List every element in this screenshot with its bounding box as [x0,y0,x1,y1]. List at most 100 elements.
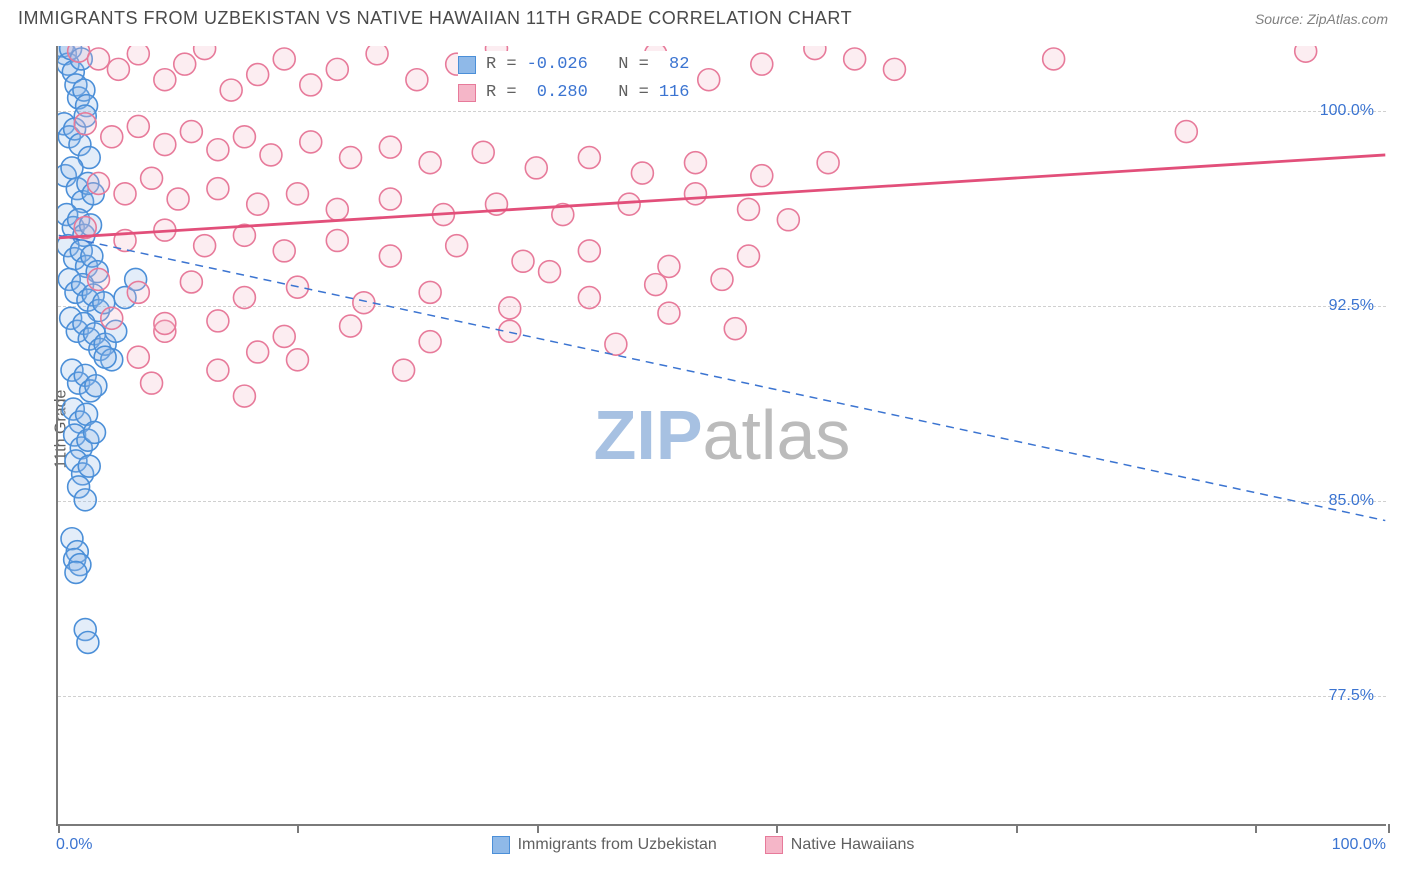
scatter-point [379,245,401,267]
scatter-point [127,115,149,137]
bottom-legend-label-2: Native Hawaiians [791,836,915,854]
scatter-point [379,136,401,158]
scatter-point [273,325,295,347]
scatter-point [512,250,534,272]
scatter-point [180,121,202,143]
scatter-point [393,359,415,381]
scatter-point [578,287,600,309]
scatter-point [751,53,773,75]
scatter-point [260,144,282,166]
bottom-swatch-1 [492,836,510,854]
legend-n-label-1: N = [598,51,649,79]
scatter-point [154,134,176,156]
scatter-point [684,183,706,205]
x-tick [1016,824,1018,833]
x-tick [776,824,778,833]
scatter-point [154,69,176,91]
bottom-swatch-2 [765,836,783,854]
scatter-point [287,349,309,371]
scatter-point [326,230,348,252]
scatter-point [751,165,773,187]
scatter-point [605,333,627,355]
scatter-point [78,455,100,477]
scatter-point [340,147,362,169]
scatter-point [101,307,123,329]
scatter-point [300,74,322,96]
scatter-point [127,346,149,368]
legend-row-series1: R = -0.026 N = 82 [458,51,689,79]
scatter-point [207,139,229,161]
scatter-point [141,372,163,394]
scatter-point [406,69,428,91]
legend-swatch-1 [458,56,476,74]
legend-r-value-2: 0.280 [527,79,588,107]
scatter-point [658,302,680,324]
scatter-point [84,421,106,443]
scatter-point [658,255,680,277]
scatter-point [154,313,176,335]
scatter-point [167,188,189,210]
scatter-point [353,292,375,314]
scatter-point [85,375,107,397]
scatter-point [74,113,96,135]
scatter-point [233,126,255,148]
legend-n-value-2: 116 [659,79,690,107]
scatter-point [631,162,653,184]
x-tick [58,824,60,833]
bottom-legend: Immigrants from Uzbekistan Native Hawaii… [0,836,1406,854]
scatter-point [379,188,401,210]
scatter-point [88,268,110,290]
scatter-point [194,46,216,60]
bottom-legend-label-1: Immigrants from Uzbekistan [518,836,717,854]
chart-header: IMMIGRANTS FROM UZBEKISTAN VS NATIVE HAW… [0,0,1406,33]
x-tick [537,824,539,833]
scatter-point [698,69,720,91]
scatter-point [684,152,706,174]
scatter-point [1043,48,1065,70]
scatter-point [645,274,667,296]
scatter-point [273,240,295,262]
scatter-point [141,167,163,189]
scatter-point [578,240,600,262]
scatter-point [247,193,269,215]
scatter-point [844,48,866,70]
scatter-point [711,268,733,290]
chart-title: IMMIGRANTS FROM UZBEKISTAN VS NATIVE HAW… [18,8,852,29]
scatter-point [88,48,110,70]
legend-r-label-1: R = [486,51,517,79]
scatter-point [1295,46,1317,62]
scatter-point [180,271,202,293]
scatter-point [220,79,242,101]
scatter-point [419,152,441,174]
scatter-point [1175,121,1197,143]
scatter-point [74,489,96,511]
legend-swatch-2 [458,84,476,102]
scatter-point [207,310,229,332]
scatter-svg [58,46,1386,824]
scatter-point [88,172,110,194]
scatter-point [174,53,196,75]
scatter-point [472,141,494,163]
scatter-point [804,46,826,60]
scatter-point [724,318,746,340]
scatter-point [233,287,255,309]
scatter-point [107,58,129,80]
scatter-point [247,64,269,86]
scatter-point [738,198,760,220]
scatter-point [127,46,149,65]
scatter-point [366,46,388,65]
bottom-legend-item-2: Native Hawaiians [765,836,915,854]
scatter-point [300,131,322,153]
scatter-point [94,346,116,368]
legend-row-series2: R = 0.280 N = 116 [458,79,689,107]
scatter-point [525,157,547,179]
scatter-point [326,198,348,220]
scatter-point [326,58,348,80]
scatter-point [127,281,149,303]
scatter-point [207,359,229,381]
legend-n-label-2: N = [598,79,649,107]
scatter-point [539,261,561,283]
scatter-point [233,385,255,407]
scatter-point [738,245,760,267]
scatter-point [446,235,468,257]
